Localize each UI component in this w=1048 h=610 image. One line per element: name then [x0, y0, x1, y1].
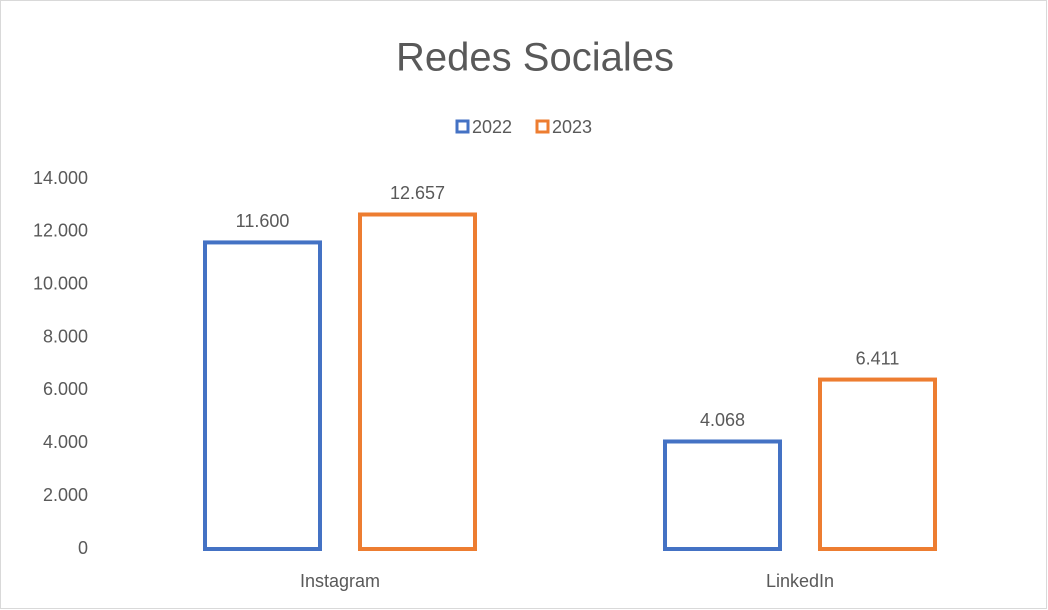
y-tick-label: 8.000 [43, 326, 88, 346]
y-tick-label: 4.000 [43, 432, 88, 452]
legend-swatch [455, 119, 470, 134]
legend-label: 2022 [472, 117, 512, 137]
x-tick-label: Instagram [300, 571, 380, 591]
value-label: 12.657 [390, 183, 445, 203]
chart-title: Redes Sociales [396, 36, 674, 80]
y-tick-label: 14.000 [33, 168, 88, 188]
y-tick-label: 2.000 [43, 485, 88, 505]
value-label: 11.600 [236, 211, 290, 231]
y-tick-label: 12.000 [33, 221, 88, 241]
bar [818, 377, 937, 552]
value-label: 6.411 [856, 348, 900, 368]
y-tick-label: 10.000 [33, 273, 88, 293]
x-tick-label: LinkedIn [766, 571, 834, 591]
bar [663, 439, 782, 552]
value-label: 4.068 [700, 410, 745, 430]
bar [203, 240, 322, 552]
y-tick-label: 0 [78, 538, 88, 558]
legend-label: 2023 [552, 117, 592, 137]
legend-swatch [535, 119, 550, 134]
bar [358, 212, 477, 552]
y-tick-label: 6.000 [43, 379, 88, 399]
